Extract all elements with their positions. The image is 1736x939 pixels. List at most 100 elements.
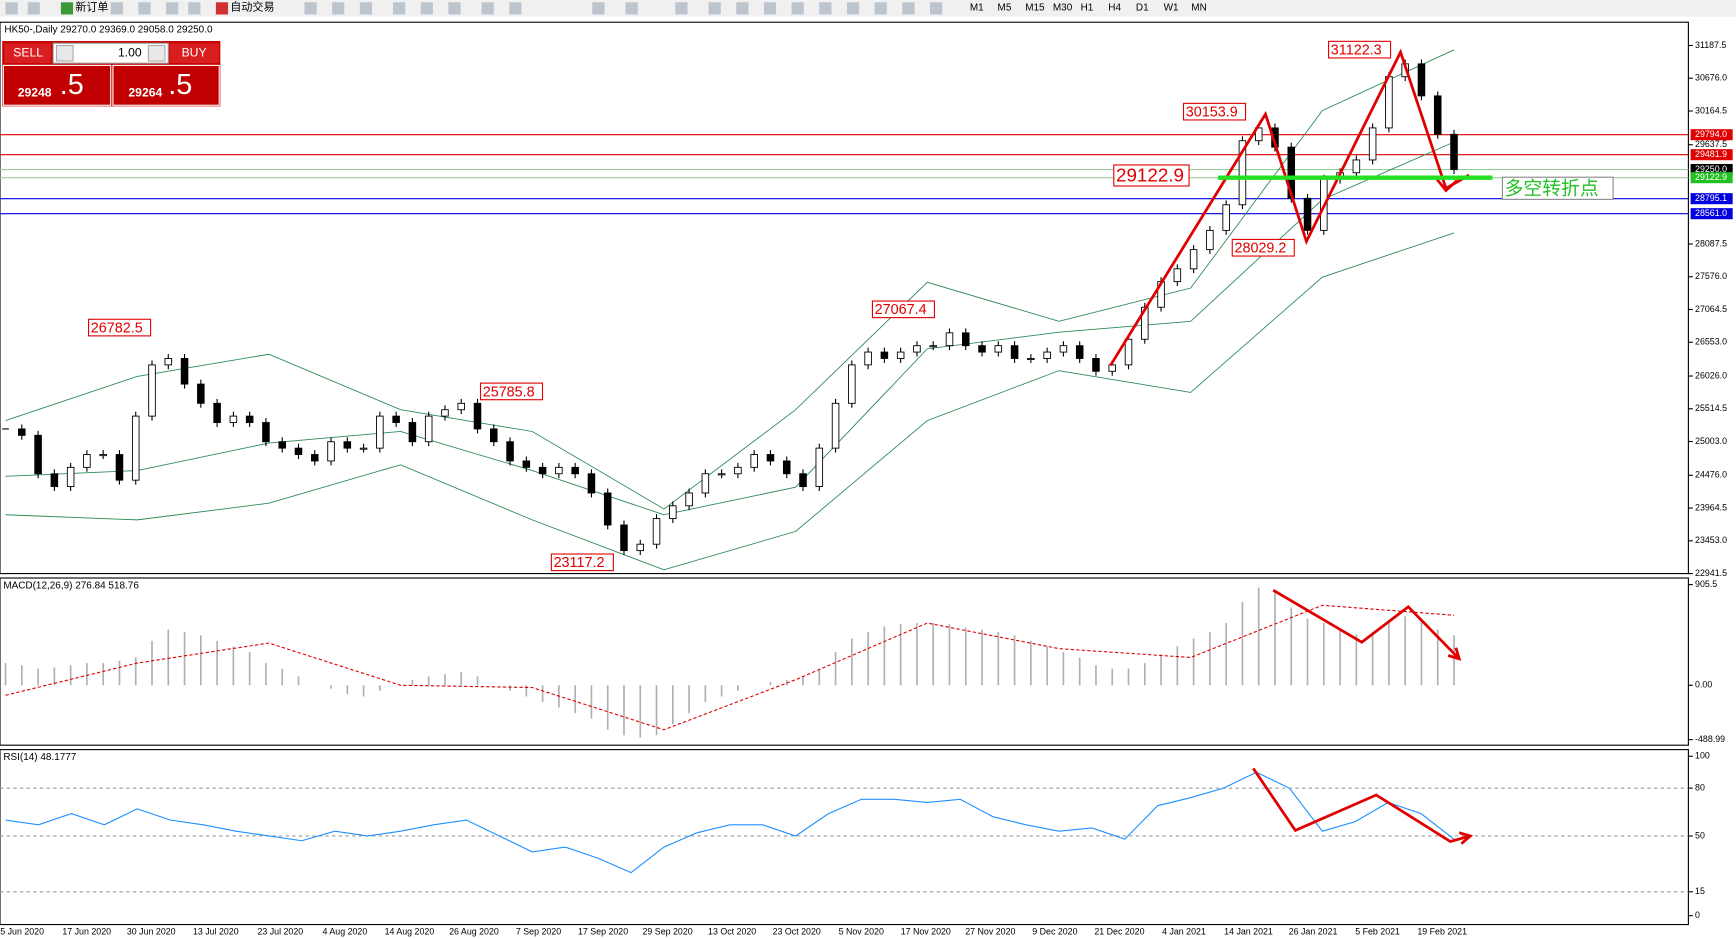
new-order-icon[interactable] [60, 2, 74, 15]
toolbar-icon[interactable] [874, 2, 887, 15]
period-button[interactable]: H4 [1108, 2, 1121, 13]
candle [831, 402, 840, 449]
toolbar-icon[interactable] [930, 2, 943, 15]
bid-box[interactable] [2, 64, 112, 106]
period-button[interactable]: H1 [1081, 2, 1094, 13]
candle [424, 415, 433, 443]
y-tick-label: 0 [1695, 910, 1700, 920]
price-level-label: 29250.0 [1695, 164, 1727, 174]
toolbar-icon[interactable] [791, 2, 804, 15]
toolbar-icon[interactable] [846, 2, 860, 15]
y-tick-label: 905.5 [1695, 579, 1717, 589]
annotation-label: 25785.8 [483, 384, 535, 400]
toolbar-icon[interactable] [675, 2, 688, 15]
ask-box[interactable] [112, 64, 220, 106]
y-tick-label: 29637.5 [1695, 139, 1727, 149]
volume-value[interactable]: 1.00 [118, 45, 142, 59]
period-button[interactable]: M15 [1025, 2, 1045, 13]
candle [359, 447, 368, 450]
toolbar-icon[interactable] [420, 2, 433, 15]
period-button[interactable]: MN [1191, 2, 1206, 13]
y-tick-label: 30676.0 [1695, 73, 1727, 83]
toolbar-icon[interactable] [819, 2, 832, 15]
y-tick-label: 24476.0 [1695, 470, 1727, 480]
toolbar-icon[interactable] [138, 2, 151, 15]
period-button[interactable]: W1 [1164, 2, 1179, 13]
candle [327, 441, 335, 462]
candle [99, 454, 107, 457]
toolbar-icon[interactable] [481, 2, 494, 15]
toolbar-icon[interactable] [902, 2, 915, 15]
toolbar-icon[interactable] [304, 2, 317, 15]
buy-button[interactable] [169, 43, 220, 64]
annotation-box [1182, 102, 1247, 121]
toolbar-icon[interactable] [359, 2, 372, 15]
toolbar-icon[interactable] [188, 2, 201, 15]
period-button[interactable]: D1 [1136, 2, 1149, 13]
sell-label[interactable]: SELL [13, 45, 43, 59]
toolbar-icon[interactable] [736, 2, 749, 15]
candle [180, 358, 189, 385]
candle [408, 422, 417, 443]
toolbar-icon[interactable] [625, 2, 638, 15]
rsi-line [5, 771, 1455, 874]
auto-trading[interactable]: 自动交易 [230, 0, 274, 14]
toolbar-icon[interactable] [393, 2, 406, 15]
candle [1027, 358, 1035, 361]
volume-field[interactable] [52, 42, 169, 64]
candle [1206, 229, 1214, 251]
period-button[interactable]: M30 [1053, 2, 1073, 13]
y-tick-label: 0.00 [1695, 680, 1712, 690]
period-button[interactable]: M1 [970, 2, 984, 13]
candle [815, 447, 824, 488]
bid-fraction: .5 [60, 69, 84, 101]
candle [83, 454, 91, 468]
toolbar-icon[interactable] [708, 2, 721, 15]
candle [701, 473, 710, 494]
candle [115, 454, 124, 481]
candle [1124, 338, 1133, 366]
toolbar-icon[interactable] [448, 2, 461, 15]
toolbar-icon[interactable] [166, 2, 179, 15]
toolbar-icon[interactable] [110, 2, 123, 15]
candle [864, 351, 872, 366]
candle [750, 454, 758, 468]
period-button[interactable]: M5 [998, 2, 1012, 13]
toolbar-icon[interactable] [5, 2, 18, 15]
volume-down[interactable] [55, 44, 74, 62]
sell-button[interactable] [4, 43, 51, 64]
candle [262, 422, 270, 443]
candle [294, 447, 303, 455]
trend-arrows [1109, 48, 1470, 367]
candle [1433, 95, 1442, 135]
annotation-label: 31122.3 [1331, 43, 1382, 59]
candle [50, 473, 59, 488]
price-level-tag [1690, 172, 1733, 184]
candle [538, 466, 547, 475]
x-tick-label: 26 Aug 2020 [449, 927, 499, 937]
candle [1368, 127, 1377, 161]
toolbar-icon[interactable] [592, 2, 605, 15]
auto-trading-icon[interactable] [215, 2, 229, 15]
buy-label[interactable]: BUY [182, 45, 207, 59]
x-tick-label: 9 Dec 2020 [1032, 927, 1077, 937]
candle [734, 466, 742, 475]
candle [164, 358, 173, 366]
new-order[interactable]: 新订单 [75, 0, 108, 14]
annotation-box [88, 318, 152, 337]
toolbar-icon[interactable] [332, 2, 345, 15]
toolbar-icon[interactable] [763, 2, 777, 15]
price-level-tag [1690, 208, 1733, 220]
toolbar-icon[interactable] [27, 2, 40, 15]
volume-up[interactable] [147, 44, 166, 62]
candle [1043, 351, 1051, 359]
annotation-box [479, 382, 544, 401]
toolbar-icon[interactable] [509, 2, 522, 15]
turning-point-box [1501, 176, 1614, 200]
candle [571, 466, 579, 475]
x-tick-label: 13 Oct 2020 [708, 927, 756, 937]
candle [1385, 76, 1393, 129]
y-tick-label: 30164.5 [1695, 105, 1727, 115]
candle [1010, 345, 1019, 359]
